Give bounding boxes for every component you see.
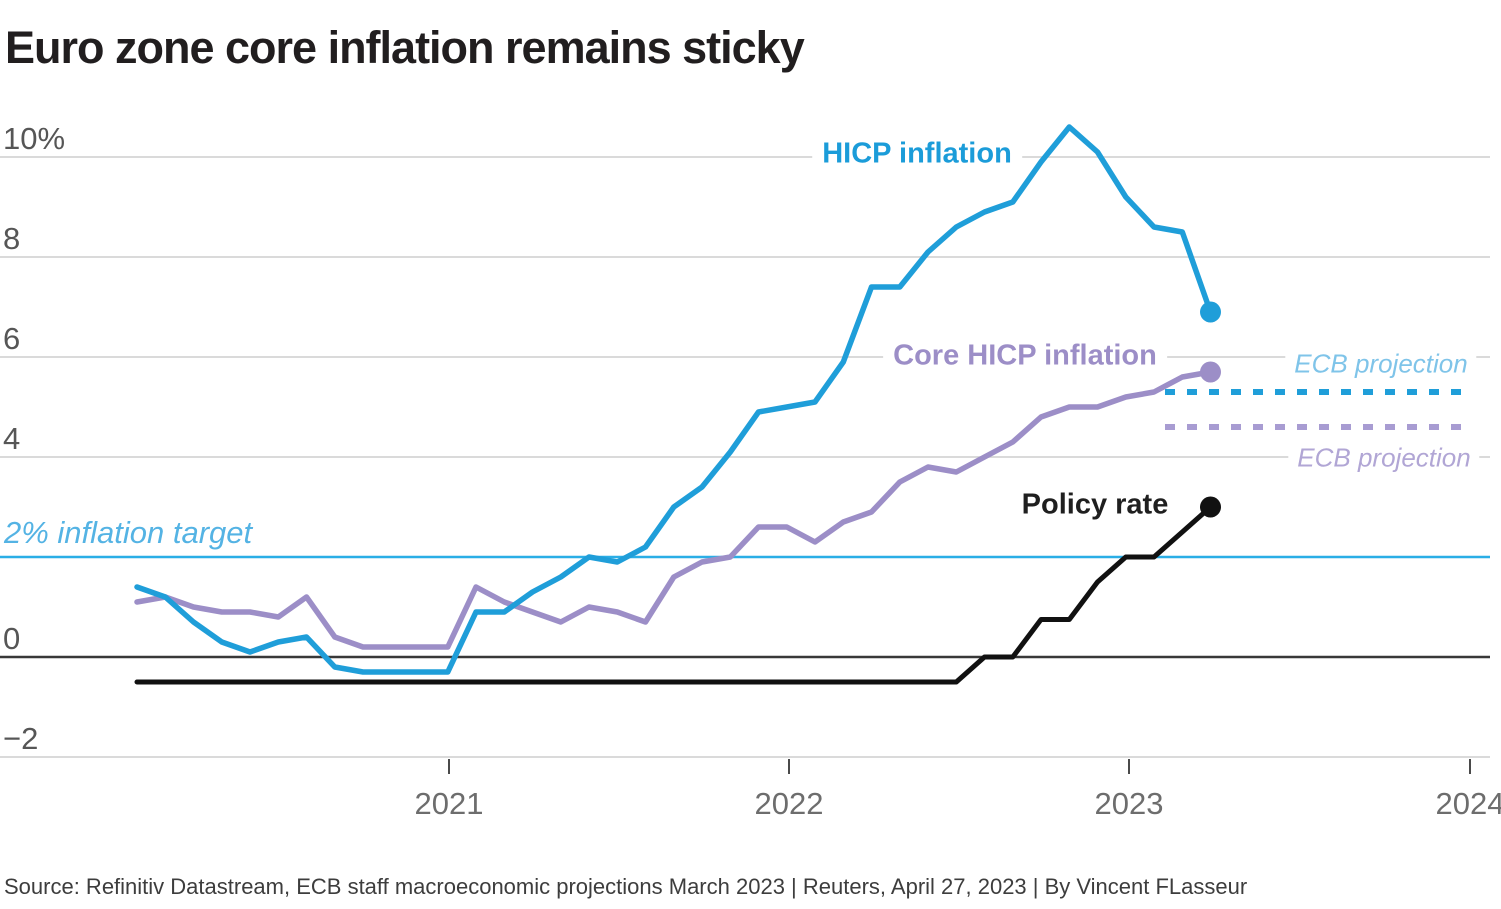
inflation-target-label: 2% inflation target bbox=[4, 515, 253, 550]
y-tick-label-8: 8 bbox=[3, 221, 21, 256]
core-end-dot bbox=[1200, 361, 1221, 383]
hicp-series-label: HICP inflation bbox=[812, 136, 1022, 172]
y-tick-label-minus2: −2 bbox=[3, 721, 39, 756]
y-tick-label-4: 4 bbox=[3, 421, 21, 456]
x-tick-label-2024: 2024 bbox=[1435, 786, 1501, 821]
source-line: Source: Refinitiv Datastream, ECB staff … bbox=[4, 874, 1248, 899]
core-series-label: Core HICP inflation bbox=[883, 338, 1167, 374]
hicp-line bbox=[134, 124, 1214, 675]
core-line bbox=[134, 369, 1214, 650]
y-tick-label-0: 0 bbox=[3, 621, 21, 656]
policy-series-label: Policy rate bbox=[1011, 487, 1179, 523]
y-tick-label-10: 10% bbox=[3, 121, 66, 156]
x-tick-label-2023: 2023 bbox=[1094, 786, 1164, 821]
ecb-projection-core-label: ECB projection bbox=[1288, 441, 1480, 475]
policy-end-dot bbox=[1200, 496, 1221, 518]
x-tick-label-2021: 2021 bbox=[414, 786, 484, 821]
chart-title: Euro zone core inflation remains sticky bbox=[5, 22, 805, 73]
ecb-projection-hicp-label: ECB projection bbox=[1285, 347, 1477, 381]
hicp-end-dot bbox=[1200, 301, 1221, 323]
y-tick-label-6: 6 bbox=[3, 321, 21, 356]
x-tick-label-2022: 2022 bbox=[754, 786, 824, 821]
policy-line bbox=[134, 504, 1213, 685]
